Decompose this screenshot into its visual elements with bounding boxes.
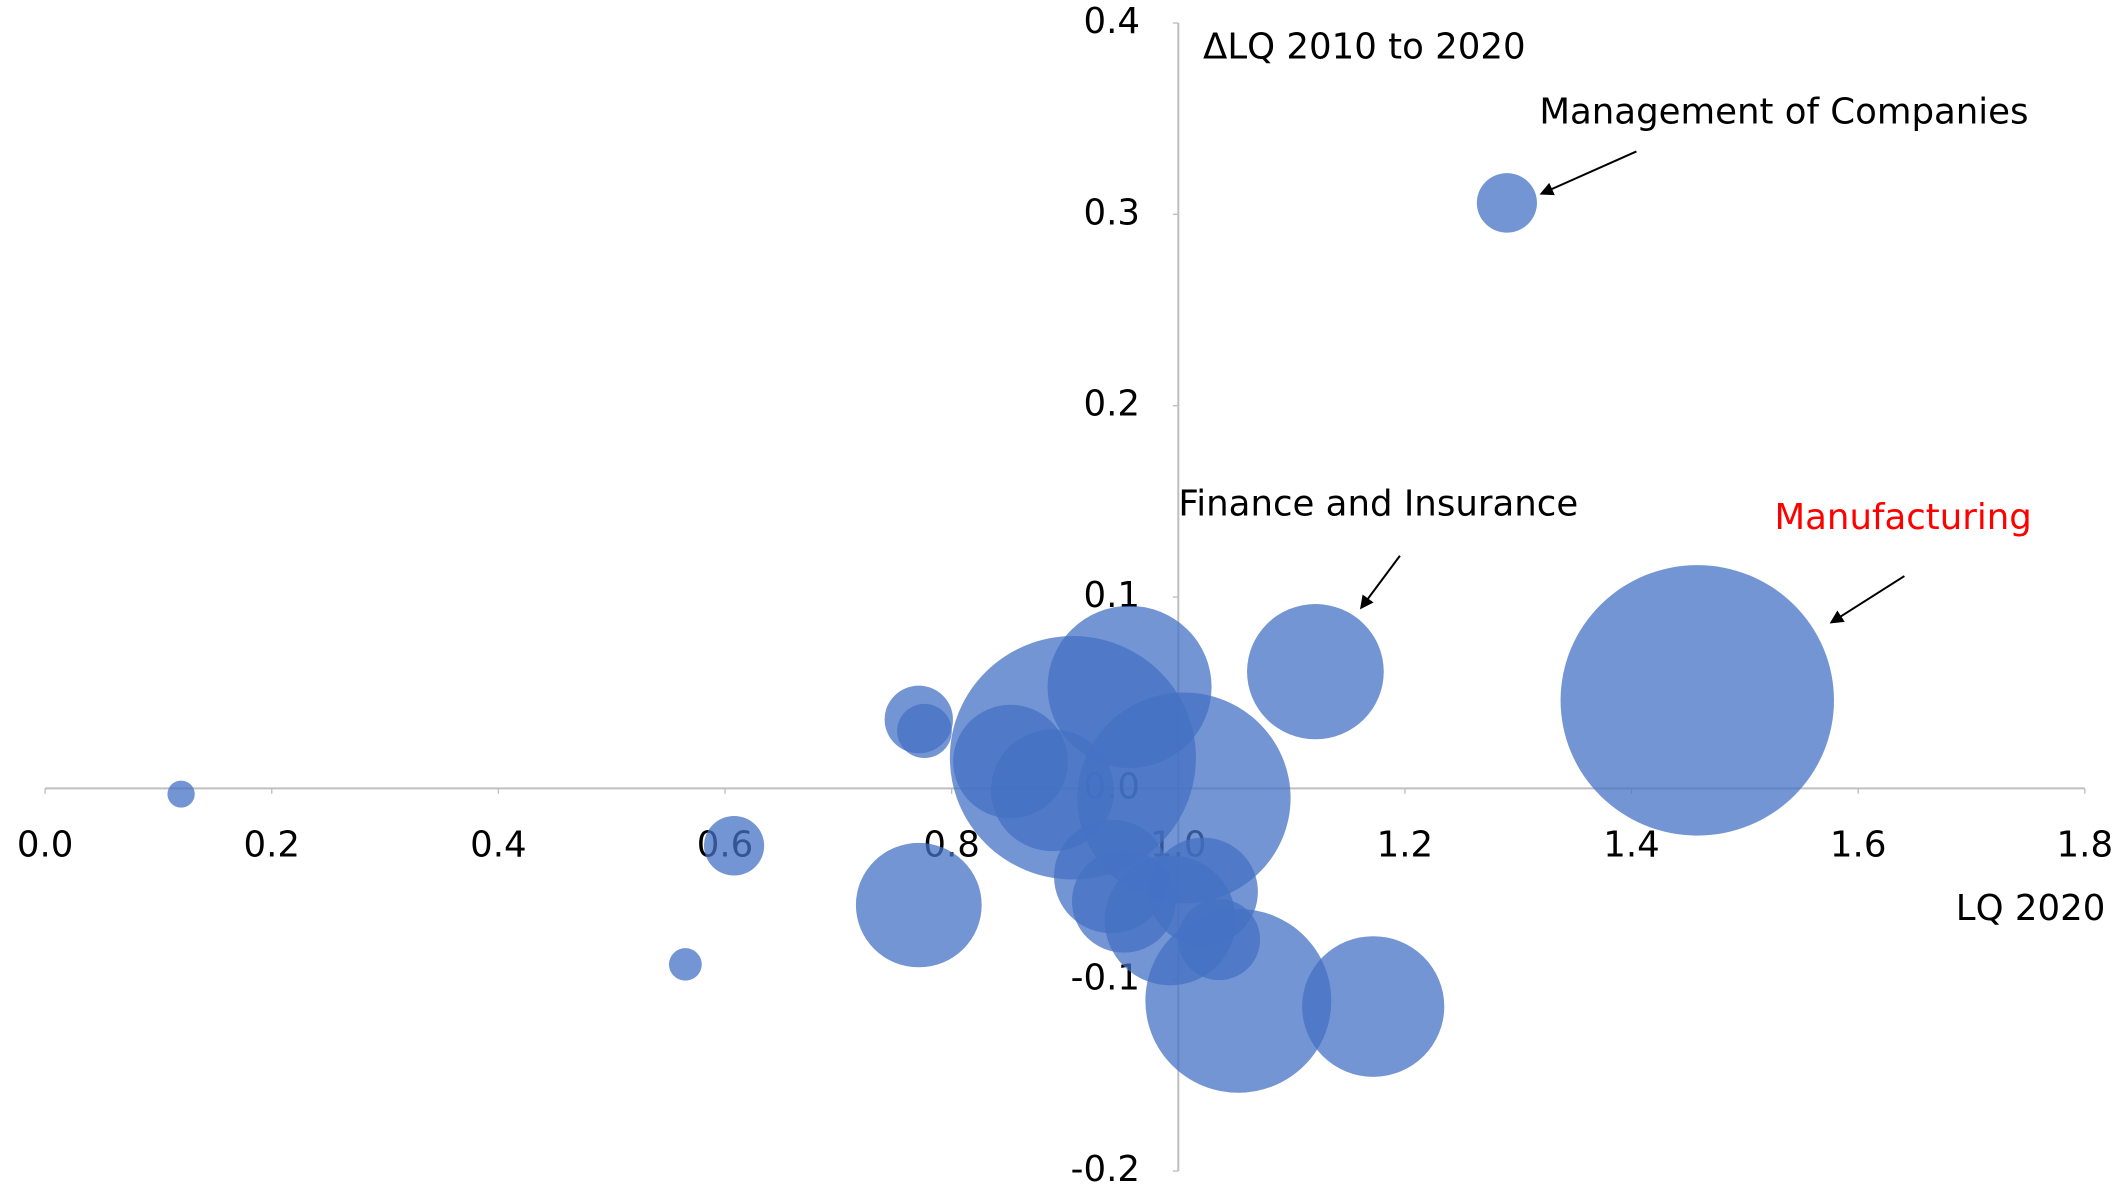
bubble [1302,936,1445,1077]
bubble [1476,173,1537,233]
bubble [1145,908,1332,1093]
annotation: Manufacturing [1774,497,2031,538]
bubble [668,948,702,981]
bubble [897,703,952,759]
y-tick-label: 0.2 [1083,384,1140,425]
x-tick-label: 1.8 [2057,825,2114,866]
bubble [1247,604,1384,740]
x-tick-label: 0.0 [17,825,74,866]
bubble [167,780,195,808]
annotation: Management of Companies [1539,92,2028,133]
y-tick-label: 0.4 [1083,1,1140,42]
x-tick-label: 0.4 [470,825,527,866]
y-tick-label: 0.3 [1083,192,1140,233]
x-axis-title: LQ 2020 [1956,888,2106,929]
bubble [855,842,982,968]
x-tick-label: 1.4 [1603,825,1660,866]
y-tick-label: -0.2 [1071,1149,1140,1190]
annotation-arrow [1829,575,1905,624]
x-tick-label: 1.6 [1830,825,1887,866]
bubble [1560,565,1834,836]
x-tick-label: 1.2 [1377,825,1434,866]
bubble [704,816,765,876]
annotation-arrow [1539,150,1637,196]
annotation-arrow [1360,555,1401,610]
annotation: Finance and Insurance [1178,484,1578,525]
y-axis-title: ΔLQ 2010 to 2020 [1203,27,1526,68]
x-tick-label: 0.2 [243,825,300,866]
